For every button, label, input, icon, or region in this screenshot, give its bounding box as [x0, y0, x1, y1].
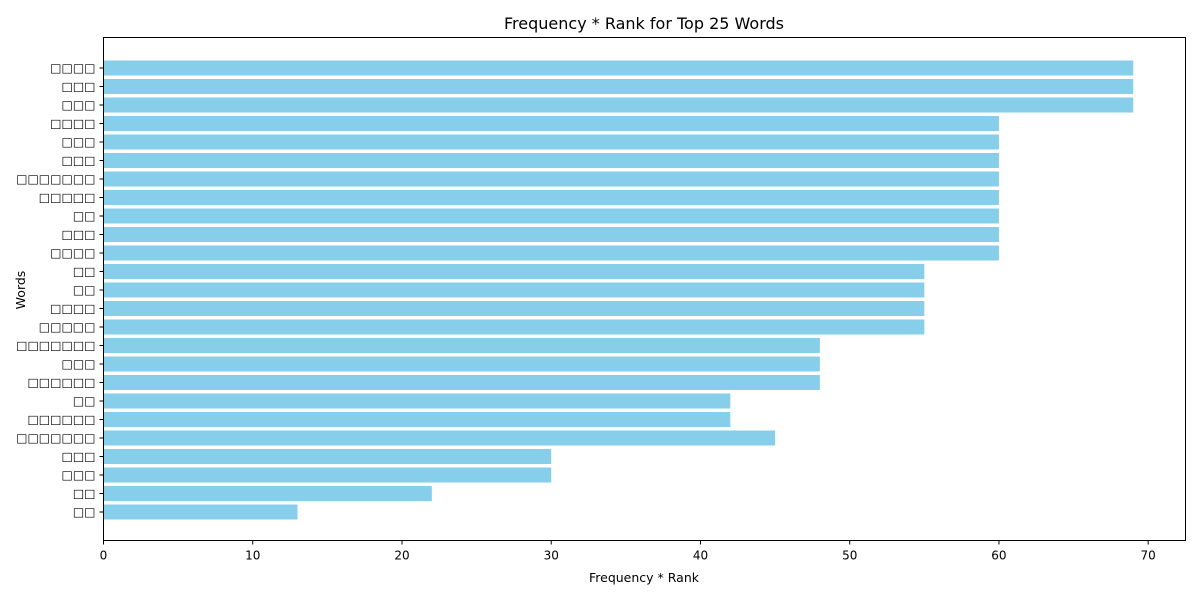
category-label: □□ [73, 283, 96, 297]
bar [103, 467, 552, 483]
category-label: □□□ [61, 468, 95, 482]
category-label: □□ [73, 209, 96, 223]
bar [103, 430, 776, 446]
x-tick-label: 40 [693, 549, 708, 563]
bar [103, 375, 820, 390]
bar [103, 79, 1134, 94]
y-axis-label: Words [13, 271, 28, 310]
category-label: □□□□□□ [27, 413, 95, 427]
bar [103, 504, 298, 520]
x-tick-label: 50 [842, 549, 857, 563]
bar [103, 190, 999, 205]
category-label: □□□ [61, 98, 95, 112]
category-label: □□□ [61, 450, 95, 464]
category-label: □□□□ [50, 246, 95, 260]
x-tick-label: 60 [991, 549, 1006, 563]
x-tick-label: 10 [245, 549, 260, 563]
bar [103, 134, 999, 150]
bar [103, 153, 999, 168]
category-label: □□□□□ [39, 320, 96, 334]
category-label: □□□□ [50, 61, 95, 75]
category-label: □□ [73, 487, 96, 501]
bar [103, 97, 1134, 113]
category-label: □□ [73, 394, 96, 408]
category-label: □□□□□□□ [16, 339, 95, 353]
category-label: □□□ [61, 228, 95, 242]
category-label: □□□ [61, 154, 95, 168]
bar [103, 356, 820, 372]
x-tick-label: 20 [394, 549, 409, 563]
x-axis-label: Frequency * Rank [589, 570, 700, 585]
bar [103, 227, 999, 242]
category-label: □□□□□□ [27, 376, 95, 390]
category-label: □□□□□□□ [16, 172, 95, 186]
x-tick-label: 0 [100, 549, 108, 563]
bar [103, 338, 820, 353]
bar [103, 208, 999, 224]
category-label: □□□ [61, 357, 95, 371]
bar [103, 116, 999, 131]
bar [103, 245, 999, 261]
category-label: □□□□ [50, 302, 95, 316]
category-label: □□□□□ [39, 191, 96, 205]
bar [103, 449, 552, 464]
bars-group [103, 60, 1134, 520]
x-tick-label: 30 [544, 549, 559, 563]
bar [103, 301, 925, 316]
category-label: □□□□□□□ [16, 431, 95, 445]
plot-frame [103, 37, 1186, 541]
bar [103, 412, 731, 427]
bar [103, 171, 999, 187]
bar [103, 486, 432, 501]
chart-title: Frequency * Rank for Top 25 Words [504, 14, 784, 33]
bar [103, 282, 925, 298]
bar [103, 60, 1134, 76]
bar [103, 264, 925, 279]
x-tick-label: 70 [1141, 549, 1156, 563]
category-label: □□□ [61, 80, 95, 94]
x-axis-ticks: 0 10 20 30 40 50 60 70 [100, 540, 1156, 563]
bar [103, 319, 925, 335]
category-label: □□ [73, 505, 96, 519]
category-label: □□□ [61, 135, 95, 149]
category-label: □□ [73, 265, 96, 279]
category-label: □□□□ [50, 117, 95, 131]
bar [103, 393, 731, 409]
y-axis-ticks: □□□□□□□□□□□□□□□□□□□□□□□□□□□□□□□□□□□□□□□□… [16, 61, 104, 519]
